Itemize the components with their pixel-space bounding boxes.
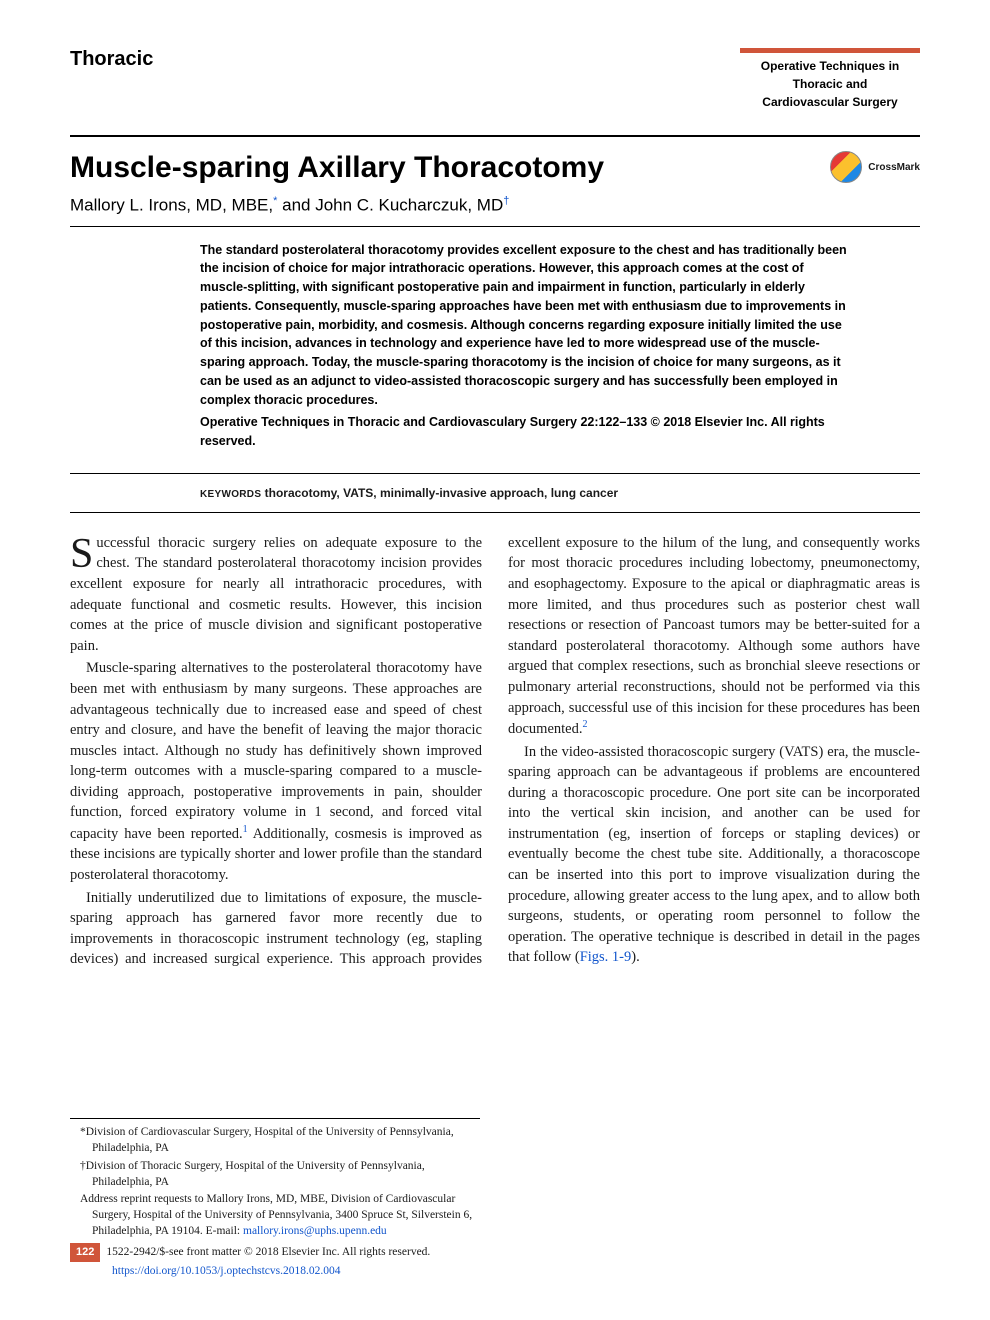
section-label: Thoracic (70, 48, 153, 71)
footnote-2-text: Division of Thoracic Surgery, Hospital o… (86, 1160, 425, 1188)
body-para-1-text: uccessful thoracic surgery relies on ade… (70, 535, 482, 654)
title-block: Muscle-sparing Axillary Thoracotomy Mall… (70, 135, 920, 227)
crossmark-badge[interactable]: CrossMark (830, 151, 920, 183)
reference-link-2[interactable]: 2 (583, 719, 588, 730)
page-number-badge: 122 (70, 1243, 100, 1262)
article-body: Successful thoracic surgery relies on ad… (70, 533, 920, 970)
author-line: Mallory L. Irons, MD, MBE,* and John C. … (70, 195, 920, 216)
body-para-4a: In the video-assisted thoracoscopic surg… (508, 744, 920, 966)
footnote-affil-2: †Division of Thoracic Surgery, Hospital … (70, 1159, 480, 1191)
journal-line-2: Thoracic and (750, 75, 910, 93)
footnote-affil-1: *Division of Cardiovascular Surgery, Hos… (70, 1125, 480, 1157)
body-para-1: Successful thoracic surgery relies on ad… (70, 533, 482, 656)
abstract-text: The standard posterolateral thoracotomy … (200, 241, 850, 410)
abstract-block: The standard posterolateral thoracotomy … (70, 227, 920, 461)
journal-title-box: Operative Techniques in Thoracic and Car… (740, 48, 920, 117)
footer-line: 122 1522-2942/$-see front matter © 2018 E… (70, 1243, 480, 1262)
author-separator: and (277, 196, 315, 215)
page-header: Thoracic Operative Techniques in Thoraci… (70, 48, 920, 117)
footnote-1-text: Division of Cardiovascular Surgery, Hosp… (86, 1126, 454, 1154)
doi-line: https://doi.org/10.1053/j.optechstcvs.20… (70, 1264, 480, 1280)
body-para-4b: ). (631, 949, 639, 965)
footnotes-block: *Division of Cardiovascular Surgery, Hos… (70, 1118, 480, 1280)
figure-link[interactable]: Figs. 1-9 (580, 949, 632, 965)
body-para-3-cont: hilum of the lung, and consequently work… (508, 535, 920, 737)
article-title: Muscle-sparing Axillary Thoracotomy (70, 151, 920, 185)
body-para-4: In the video-assisted thoracoscopic surg… (508, 742, 920, 968)
keywords-row: KEYWORDS thoracotomy, VATS, minimally-in… (70, 473, 920, 513)
crossmark-label: CrossMark (868, 162, 920, 173)
crossmark-icon (830, 151, 862, 183)
body-para-2a: Muscle-sparing alternatives to the poste… (70, 660, 482, 841)
author-2-affil-mark: † (503, 195, 509, 207)
journal-line-1: Operative Techniques in (750, 57, 910, 75)
copyright-text: 1522-2942/$-see front matter © 2018 Else… (106, 1246, 430, 1258)
correspondence-email-link[interactable]: mallory.irons@uphs.upenn.edu (243, 1225, 387, 1237)
keywords-label: KEYWORDS (200, 489, 261, 500)
doi-link[interactable]: https://doi.org/10.1053/j.optechstcvs.20… (112, 1265, 341, 1277)
footnote-correspondence: Address reprint requests to Mallory Iron… (70, 1192, 480, 1240)
keywords-text: thoracotomy, VATS, minimally-invasive ap… (261, 486, 618, 500)
body-para-2: Muscle-sparing alternatives to the poste… (70, 658, 482, 885)
dropcap: S (70, 533, 96, 573)
journal-line-3: Cardiovascular Surgery (750, 93, 910, 111)
abstract-citation: Operative Techniques in Thoracic and Car… (200, 413, 850, 451)
author-2-name: John C. Kucharczuk, MD (315, 196, 503, 215)
author-1-name: Mallory L. Irons, MD, MBE, (70, 196, 273, 215)
